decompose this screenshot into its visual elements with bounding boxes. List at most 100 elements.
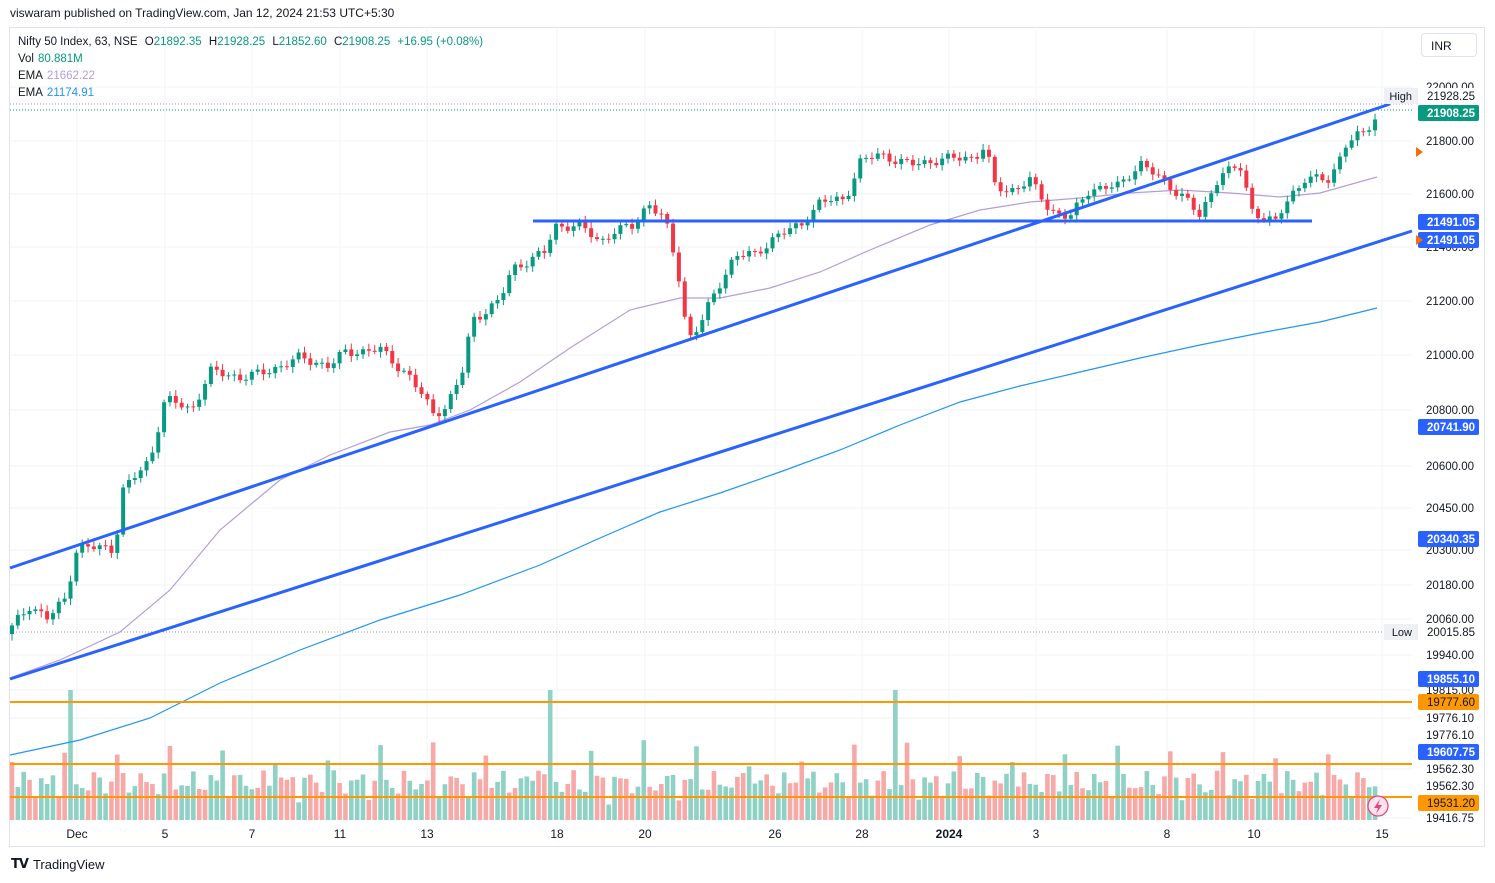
ema2-value: 21174.91 [46, 87, 95, 99]
volume-bar [612, 776, 617, 820]
candle-body [595, 237, 599, 240]
candle [963, 151, 968, 164]
candle [425, 391, 430, 406]
price-label-line: 21491.05 [1418, 214, 1479, 230]
volume-bar [477, 779, 483, 820]
candle [741, 250, 746, 260]
volume-bar [875, 780, 881, 820]
currency-button[interactable]: INR [1421, 33, 1477, 57]
volume-bar [68, 690, 73, 820]
volume-bar [220, 750, 225, 820]
candle-body [401, 370, 406, 372]
ema2-label[interactable]: EMA [18, 87, 43, 99]
candle [384, 343, 389, 356]
candle-body [723, 274, 728, 289]
volume-bar [1144, 771, 1150, 820]
candle [852, 172, 857, 202]
candle-body [823, 199, 828, 202]
candle [15, 609, 20, 630]
candle [97, 542, 102, 556]
volume-bar [787, 783, 793, 820]
candle [905, 156, 910, 163]
candle [1092, 183, 1097, 202]
candle-body [1314, 174, 1319, 177]
candle-body [518, 264, 523, 268]
candle-body [811, 209, 816, 223]
volume-bar [372, 780, 377, 820]
volume-bar [1238, 781, 1243, 820]
candle [706, 298, 711, 326]
volume-bar [606, 804, 611, 820]
candle-body [1033, 177, 1038, 185]
volume-bar [489, 787, 494, 820]
candle [1162, 170, 1167, 185]
price-label-bg [1418, 694, 1479, 710]
candle-body [1115, 181, 1120, 188]
volume-bar [1267, 781, 1273, 820]
candle-body [1162, 175, 1167, 180]
volume-bar [676, 800, 682, 820]
lightning-icon-bolt [1374, 799, 1382, 814]
candle [764, 242, 769, 260]
volume-bar [512, 787, 518, 820]
volume-bar [150, 784, 155, 820]
volume-bar [354, 779, 360, 820]
candle-body [706, 302, 711, 321]
vol-label[interactable]: Vol [18, 53, 34, 65]
candle [308, 352, 313, 371]
volume-bar [1097, 782, 1103, 820]
symbol-label[interactable]: Nifty 50 Index, 63, NSE [18, 36, 138, 48]
volume-bar [805, 778, 810, 820]
candle-body [1337, 156, 1342, 170]
candle-body [1267, 216, 1272, 221]
candle-body [325, 362, 330, 368]
price-label-bg [1418, 671, 1479, 687]
ema1-label[interactable]: EMA [18, 70, 43, 82]
volume-bar [366, 799, 372, 820]
price-tick: 21600.00 [1426, 189, 1474, 201]
volume-bar [963, 788, 968, 820]
volume-bar [735, 776, 740, 820]
volume-bar [536, 770, 541, 820]
candle [466, 333, 471, 379]
candle-body [922, 160, 927, 164]
candle [858, 154, 863, 183]
volume-bar [1115, 745, 1120, 820]
candle [132, 472, 137, 485]
candle [460, 366, 465, 389]
volume-bar [559, 791, 565, 820]
volume-bar [840, 782, 845, 820]
candle [881, 150, 886, 160]
candle [407, 366, 412, 381]
candle-body [331, 363, 336, 368]
candle-body [1068, 215, 1073, 219]
candle [1098, 182, 1103, 192]
price-label-note: Low [1392, 627, 1412, 639]
candle-body [752, 251, 757, 253]
footer-brand[interactable]: 𝗧𝗩 TradingView [11, 856, 104, 872]
candle [302, 346, 307, 364]
candle [279, 360, 284, 373]
brand-text: TradingView [32, 856, 105, 872]
price-tick: 19940.00 [1426, 650, 1474, 662]
price-tick: 19776.10 [1426, 713, 1474, 725]
alert-arrow-icon [1416, 147, 1423, 157]
candle-body [466, 336, 471, 373]
candle-body [390, 350, 395, 364]
candle-body [1174, 189, 1179, 196]
candle [524, 260, 529, 273]
candle [431, 394, 436, 416]
candle [1337, 152, 1342, 174]
candle [179, 398, 184, 411]
volume-bar [226, 798, 231, 820]
candle-body [764, 248, 769, 254]
candle [1115, 176, 1120, 192]
candle-body [1191, 197, 1196, 210]
candle [483, 308, 488, 326]
candle-body [910, 159, 915, 166]
volume-bar [1320, 795, 1325, 820]
candle [203, 379, 208, 406]
candle-body [208, 366, 213, 384]
candle [167, 391, 172, 407]
